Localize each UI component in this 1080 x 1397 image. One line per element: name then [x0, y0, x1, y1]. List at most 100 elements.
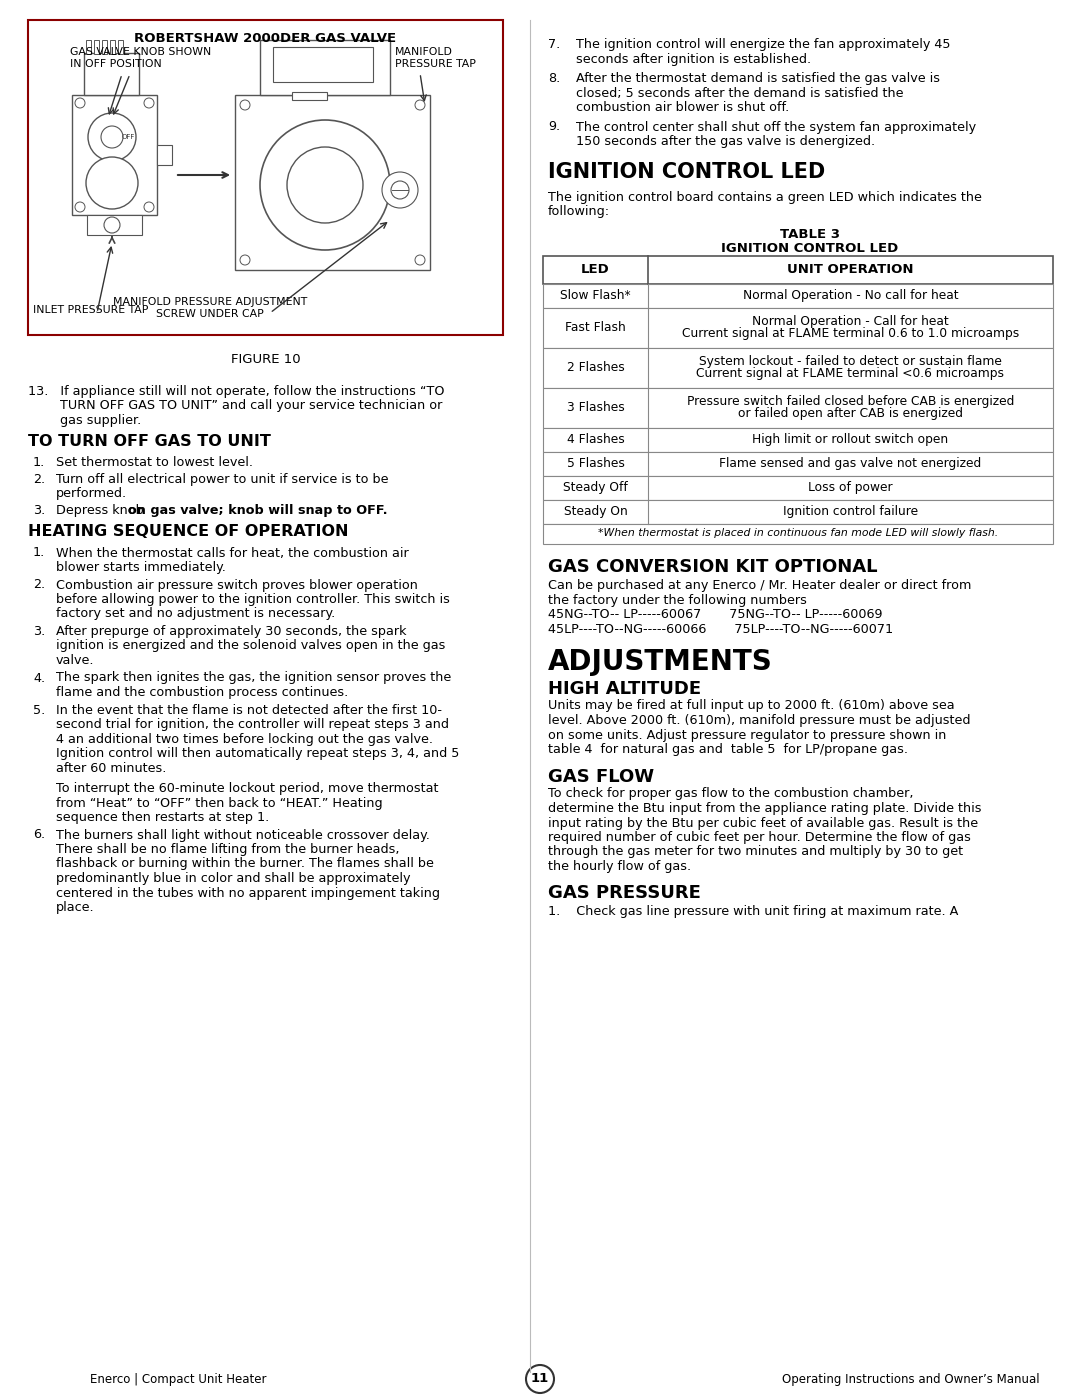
- Text: Turn off all electrical power to unit if service is to be: Turn off all electrical power to unit if…: [56, 474, 389, 486]
- Text: GAS FLOW: GAS FLOW: [548, 767, 654, 785]
- Bar: [84, 53, 139, 95]
- Text: When the thermostat calls for heat, the combustion air: When the thermostat calls for heat, the …: [56, 546, 408, 560]
- Bar: [86, 41, 91, 54]
- Circle shape: [87, 113, 136, 161]
- Circle shape: [75, 203, 85, 212]
- Text: 3.: 3.: [33, 504, 45, 517]
- Text: 3.: 3.: [33, 624, 45, 638]
- Text: 11: 11: [531, 1372, 549, 1386]
- Text: flashback or burning within the burner. The flames shall be: flashback or burning within the burner. …: [56, 858, 434, 870]
- Text: The burners shall light without noticeable crossover delay.: The burners shall light without noticeab…: [56, 828, 430, 841]
- Bar: [543, 524, 1053, 543]
- Bar: [235, 95, 430, 270]
- Text: UNIT OPERATION: UNIT OPERATION: [787, 263, 914, 277]
- Text: before allowing power to the ignition controller. This switch is: before allowing power to the ignition co…: [56, 592, 450, 606]
- Bar: [543, 475, 1053, 500]
- Text: factory set and no adjustment is necessary.: factory set and no adjustment is necessa…: [56, 608, 335, 620]
- Bar: [543, 500, 1053, 524]
- Text: Fast Flash: Fast Flash: [565, 321, 626, 334]
- Text: MANIFOLD
PRESSURE TAP: MANIFOLD PRESSURE TAP: [395, 47, 476, 68]
- Text: GAS VALVE KNOB SHOWN
IN OFF POSITION: GAS VALVE KNOB SHOWN IN OFF POSITION: [70, 47, 212, 68]
- Text: 4 an additional two times before locking out the gas valve.: 4 an additional two times before locking…: [56, 732, 433, 746]
- Circle shape: [415, 101, 426, 110]
- Text: on gas valve; knob will snap to OFF.: on gas valve; knob will snap to OFF.: [129, 504, 388, 517]
- Text: GAS CONVERSION KIT OPTIONAL: GAS CONVERSION KIT OPTIONAL: [548, 557, 877, 576]
- Bar: [543, 387, 1053, 427]
- Text: the hourly flow of gas.: the hourly flow of gas.: [548, 861, 691, 873]
- Text: The spark then ignites the gas, the ignition sensor proves the: The spark then ignites the gas, the igni…: [56, 672, 451, 685]
- Text: Depress knob: Depress knob: [56, 504, 148, 517]
- Text: Current signal at FLAME terminal 0.6 to 1.0 microamps: Current signal at FLAME terminal 0.6 to …: [681, 327, 1020, 341]
- Bar: [110, 41, 114, 54]
- Text: 7.: 7.: [548, 38, 561, 52]
- Text: INLET PRESSURE TAP: INLET PRESSURE TAP: [33, 305, 148, 314]
- Text: valve.: valve.: [56, 654, 95, 666]
- Text: TO TURN OFF GAS TO UNIT: TO TURN OFF GAS TO UNIT: [28, 434, 271, 450]
- Bar: [102, 41, 107, 54]
- Text: 45LP----TO--NG-----60066       75LP----TO--NG-----60071: 45LP----TO--NG-----60066 75LP----TO--NG-…: [548, 623, 893, 636]
- Text: Units may be fired at full input up to 2000 ft. (610m) above sea: Units may be fired at full input up to 2…: [548, 700, 955, 712]
- Text: The control center shall shut off the system fan approximately: The control center shall shut off the sy…: [576, 120, 976, 134]
- Text: 2.: 2.: [33, 474, 45, 486]
- Text: 5 Flashes: 5 Flashes: [567, 457, 624, 469]
- Bar: [94, 41, 99, 54]
- Text: Normal Operation - Call for heat: Normal Operation - Call for heat: [752, 314, 949, 327]
- Text: after 60 minutes.: after 60 minutes.: [56, 761, 166, 774]
- Bar: [157, 145, 172, 165]
- Text: To check for proper gas flow to the combustion chamber,: To check for proper gas flow to the comb…: [548, 788, 914, 800]
- Text: There shall be no flame lifting from the burner heads,: There shall be no flame lifting from the…: [56, 842, 400, 856]
- Text: second trial for ignition, the controller will repeat steps 3 and: second trial for ignition, the controlle…: [56, 718, 449, 731]
- Text: 4 Flashes: 4 Flashes: [567, 433, 624, 446]
- Text: 1.: 1.: [33, 457, 45, 469]
- Circle shape: [104, 217, 120, 233]
- Text: Steady Off: Steady Off: [563, 481, 627, 495]
- Circle shape: [382, 172, 418, 208]
- Text: gas supplier.: gas supplier.: [28, 414, 141, 427]
- Text: from “Heat” to “OFF” then back to “HEAT.” Heating: from “Heat” to “OFF” then back to “HEAT.…: [56, 796, 382, 809]
- Circle shape: [75, 98, 85, 108]
- Text: HEATING SEQUENCE OF OPERATION: HEATING SEQUENCE OF OPERATION: [28, 524, 349, 539]
- Text: The ignition control will energize the fan approximately 45: The ignition control will energize the f…: [576, 38, 950, 52]
- Text: ignition is energized and the solenoid valves open in the gas: ignition is energized and the solenoid v…: [56, 640, 445, 652]
- Text: To interrupt the 60-minute lockout period, move thermostat: To interrupt the 60-minute lockout perio…: [56, 782, 438, 795]
- Bar: [260, 41, 390, 95]
- Text: determine the Btu input from the appliance rating plate. Divide this: determine the Btu input from the applian…: [548, 802, 982, 814]
- Text: TABLE 3: TABLE 3: [780, 228, 840, 240]
- Text: Can be purchased at any Enerco / Mr. Heater dealer or direct from: Can be purchased at any Enerco / Mr. Hea…: [548, 580, 971, 592]
- Circle shape: [144, 203, 154, 212]
- Text: 45NG--TO-- LP-----60067       75NG--TO-- LP-----60069: 45NG--TO-- LP-----60067 75NG--TO-- LP---…: [548, 609, 882, 622]
- Text: 1.: 1.: [33, 546, 45, 560]
- Text: After the thermostat demand is satisfied the gas valve is: After the thermostat demand is satisfied…: [576, 73, 940, 85]
- Circle shape: [526, 1365, 554, 1393]
- Text: performed.: performed.: [56, 488, 127, 500]
- Text: Operating Instructions and Owner’s Manual: Operating Instructions and Owner’s Manua…: [782, 1372, 1040, 1386]
- Text: 1.    Check gas line pressure with unit firing at maximum rate. A: 1. Check gas line pressure with unit fir…: [548, 904, 958, 918]
- Text: 150 seconds after the gas valve is denergized.: 150 seconds after the gas valve is dener…: [576, 136, 875, 148]
- Text: following:: following:: [548, 205, 610, 218]
- Text: Enerco | Compact Unit Heater: Enerco | Compact Unit Heater: [90, 1372, 267, 1386]
- Text: Ignition control failure: Ignition control failure: [783, 504, 918, 518]
- Text: predominantly blue in color and shall be approximately: predominantly blue in color and shall be…: [56, 872, 410, 886]
- Circle shape: [240, 256, 249, 265]
- Text: place.: place.: [56, 901, 95, 914]
- Text: 2.: 2.: [33, 578, 45, 591]
- Text: on some units. Adjust pressure regulator to pressure shown in: on some units. Adjust pressure regulator…: [548, 728, 946, 742]
- Bar: [72, 95, 157, 215]
- Text: After prepurge of approximately 30 seconds, the spark: After prepurge of approximately 30 secon…: [56, 624, 406, 638]
- Text: *When thermostat is placed in continuous fan mode LED will slowly flash.: *When thermostat is placed in continuous…: [598, 528, 998, 538]
- Text: 2 Flashes: 2 Flashes: [567, 360, 624, 374]
- Text: ADJUSTMENTS: ADJUSTMENTS: [548, 647, 773, 676]
- Bar: [543, 256, 1053, 284]
- Text: required number of cubic feet per hour. Determine the flow of gas: required number of cubic feet per hour. …: [548, 831, 971, 844]
- Text: table 4  for natural gas and  table 5  for LP/propane gas.: table 4 for natural gas and table 5 for …: [548, 743, 908, 756]
- Bar: [292, 92, 327, 101]
- Text: Ignition control will then automatically repeat steps 3, 4, and 5: Ignition control will then automatically…: [56, 747, 459, 760]
- Bar: [543, 284, 1053, 307]
- Text: Loss of power: Loss of power: [808, 481, 893, 495]
- Text: 3 Flashes: 3 Flashes: [567, 401, 624, 414]
- Text: 6.: 6.: [33, 828, 45, 841]
- Text: Current signal at FLAME terminal <0.6 microamps: Current signal at FLAME terminal <0.6 mi…: [697, 367, 1004, 380]
- Text: blower starts immediately.: blower starts immediately.: [56, 562, 226, 574]
- Text: 5.: 5.: [33, 704, 45, 717]
- Text: closed; 5 seconds after the demand is satisfied the: closed; 5 seconds after the demand is sa…: [576, 87, 904, 99]
